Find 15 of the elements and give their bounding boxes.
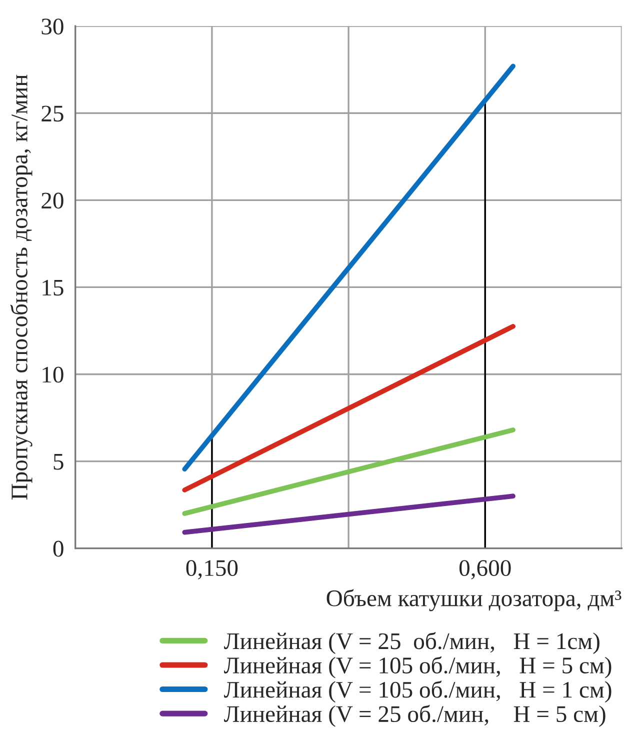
y-axis-title: Пропускная способность дозатора, кг/мин — [10, 74, 32, 500]
y-tick-label: 15 — [42, 280, 64, 296]
x-axis-title: Объем катушки дозатора, дм³ — [326, 589, 622, 612]
x-tick-label: 0,150 — [186, 560, 238, 580]
legend-label: Линейная (V = 25 об./мин, H = 1см) — [224, 632, 600, 654]
x-tick-label: 0,600 — [459, 560, 511, 580]
y-tick-label: 20 — [42, 192, 64, 209]
y-tick-label: 25 — [42, 106, 64, 122]
y-tick-label: 5 — [54, 454, 64, 470]
legend-label: Линейная (V = 105 об./мин, H = 5 см) — [224, 656, 612, 678]
y-tick-label: 10 — [42, 366, 64, 383]
y-tick-label: 30 — [42, 18, 64, 35]
legend-label: Линейная (V = 105 об./мин, H = 1 см) — [224, 680, 612, 703]
legend-label: Линейная (V = 25 об./мин, H = 5 см) — [224, 704, 606, 727]
y-tick-label: 0 — [53, 540, 64, 557]
